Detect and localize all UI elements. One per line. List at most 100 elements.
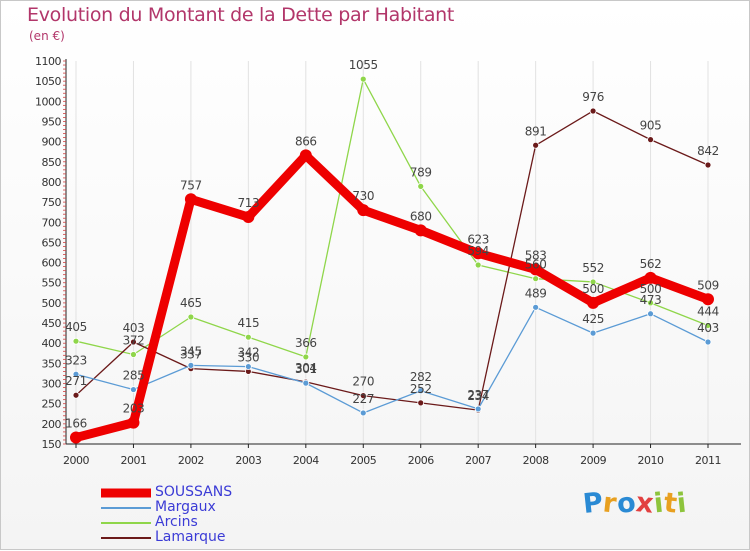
proxiti-logo: Proxiti (581, 487, 689, 520)
x-tick-label: 2009 (580, 454, 606, 467)
data-label-soussans: 509 (697, 278, 719, 292)
x-tick-label: 2007 (465, 454, 491, 467)
data-point-soussans (70, 431, 82, 444)
data-point-arcins (647, 299, 654, 307)
data-point-margaux (474, 405, 482, 413)
data-label-arcins: 594 (467, 244, 489, 258)
data-label-arcins: 552 (582, 261, 604, 275)
x-tick-label: 2006 (408, 454, 434, 467)
data-label-arcins: 500 (640, 282, 662, 296)
data-point-soussans (702, 293, 714, 306)
x-tick-label: 2008 (523, 454, 549, 467)
data-label-lamarque: 976 (582, 90, 604, 104)
data-point-soussans (414, 224, 427, 237)
y-tick-label: 150 (42, 438, 62, 451)
data-label-margaux: 227 (352, 392, 374, 406)
data-point-arcins (474, 261, 482, 269)
series-line-margaux (75, 306, 709, 414)
data-point-margaux (302, 379, 310, 387)
data-label-lamarque: 403 (123, 321, 145, 335)
legend-item-margaux: Margaux (155, 499, 216, 515)
y-tick-label: 550 (42, 277, 62, 290)
data-label-lamarque: 304 (295, 361, 317, 375)
data-point-soussans (242, 211, 255, 224)
data-point-arcins (72, 337, 80, 345)
data-point-arcins (417, 182, 425, 190)
data-label-soussans: 866 (295, 134, 317, 148)
data-label-margaux: 285 (123, 369, 145, 383)
y-tick-label: 350 (42, 357, 62, 370)
data-label-margaux: 425 (582, 312, 604, 326)
data-point-arcins (359, 75, 367, 83)
data-label-margaux: 403 (697, 321, 719, 335)
data-label-margaux: 473 (640, 293, 662, 307)
y-tick-label: 450 (42, 317, 62, 330)
data-label-arcins: 560 (525, 258, 547, 272)
unit-label: (en €) (29, 29, 65, 43)
data-label-arcins: 366 (295, 336, 317, 350)
x-tick-label: 2001 (120, 454, 146, 467)
series-line-lamarque (75, 110, 709, 411)
data-point-lamarque (417, 399, 425, 407)
data-label-arcins: 789 (410, 165, 432, 179)
data-point-margaux (647, 310, 654, 318)
data-label-soussans: 203 (123, 402, 145, 416)
data-label-margaux: 301 (295, 362, 317, 376)
chart-title: Evolution du Montant de la Dette par Hab… (27, 4, 455, 26)
data-label-arcins: 372 (123, 333, 145, 347)
data-point-soussans (184, 193, 197, 206)
x-tick-label: 2004 (293, 454, 319, 467)
x-tick-label: 2005 (350, 454, 376, 467)
data-label-soussans: 713 (238, 196, 260, 210)
data-label-arcins: 415 (238, 316, 260, 330)
x-tick-label: 2002 (178, 454, 204, 467)
data-label-arcins: 405 (65, 320, 87, 334)
data-label-lamarque: 337 (180, 348, 202, 362)
data-point-lamarque (532, 141, 540, 149)
data-point-margaux (417, 387, 425, 395)
data-point-soussans (587, 296, 600, 309)
data-point-arcins (187, 313, 195, 321)
y-tick-label: 750 (42, 196, 62, 209)
data-label-lamarque: 905 (640, 119, 662, 133)
y-tick-label: 650 (42, 236, 62, 249)
data-point-arcins (244, 333, 252, 341)
data-label-soussans: 500 (582, 282, 604, 296)
legend-item-lamarque: Lamarque (155, 529, 226, 545)
data-label-soussans: 562 (640, 257, 662, 271)
series-line-soussans (71, 150, 713, 443)
series-line-arcins (75, 78, 709, 358)
y-tick-label: 850 (42, 156, 62, 169)
data-point-margaux (244, 363, 252, 370)
data-point-margaux (532, 303, 540, 311)
data-point-soussans (472, 247, 485, 260)
x-tick-label: 2003 (235, 454, 261, 467)
data-point-margaux (359, 409, 367, 417)
data-label-margaux: 237 (467, 388, 489, 402)
data-label-arcins: 444 (697, 304, 719, 318)
data-label-margaux: 323 (65, 353, 87, 367)
data-point-lamarque (130, 338, 137, 346)
x-tick-label: 2000 (63, 454, 89, 467)
data-point-margaux (589, 329, 597, 337)
data-point-soussans (357, 204, 370, 217)
logo-letter: i (675, 487, 689, 520)
x-tick-label: 2011 (695, 454, 721, 467)
data-point-arcins (589, 278, 597, 286)
data-point-soussans (644, 271, 657, 284)
data-label-soussans: 757 (180, 178, 202, 192)
data-point-arcins (704, 322, 712, 329)
y-tick-label: 900 (42, 136, 62, 149)
data-label-soussans: 730 (352, 189, 374, 203)
data-label-arcins: 1055 (349, 58, 378, 72)
data-label-lamarque: 270 (352, 375, 374, 389)
data-label-soussans: 583 (525, 248, 547, 262)
data-point-arcins (302, 353, 310, 361)
data-label-lamarque: 330 (238, 350, 260, 364)
legend-item-arcins: Arcins (155, 514, 198, 530)
y-tick-label: 200 (42, 418, 62, 431)
y-tick-label: 800 (42, 176, 62, 189)
data-label-margaux: 282 (410, 370, 432, 384)
data-point-soussans (299, 149, 312, 162)
